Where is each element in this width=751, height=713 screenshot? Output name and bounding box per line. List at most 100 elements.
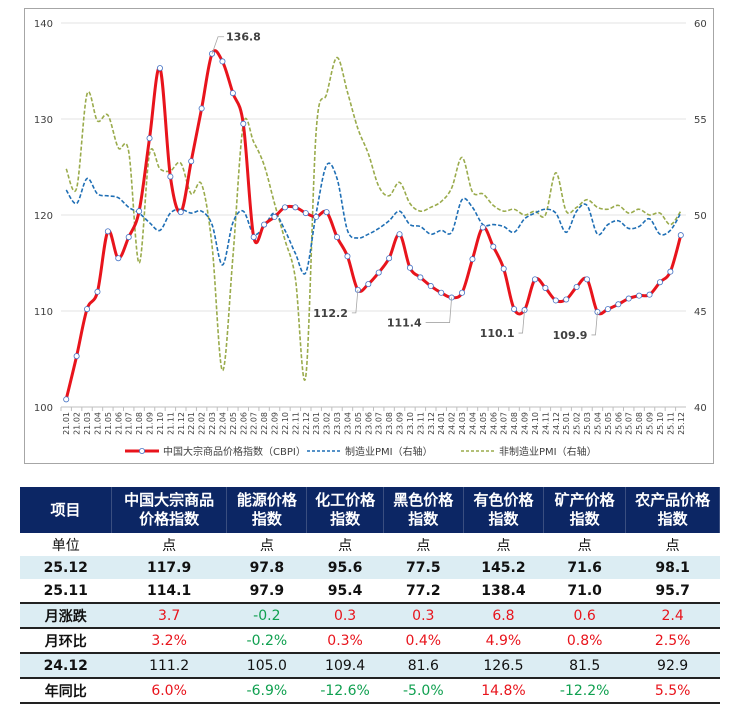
- x-tick-label: 25.05: [604, 412, 613, 435]
- table-row: 25.11 114.1 97.9 95.4 77.2 138.4 71.0 95.7: [20, 579, 720, 603]
- table-row: 月涨跌 3.7 -0.2 0.3 0.3 6.8 0.6 2.4: [20, 602, 720, 628]
- x-tick-label: 23.08: [385, 412, 394, 435]
- x-tick-label: 22.08: [260, 412, 269, 435]
- x-tick-label: 21.06: [114, 412, 123, 435]
- table-cell: 145.2: [463, 556, 544, 579]
- cbpi-data-point: [334, 234, 341, 241]
- table-cell: 6.8: [463, 602, 544, 628]
- table-cell: 117.9: [111, 556, 227, 579]
- table-cell: 0.4%: [383, 627, 464, 653]
- column-header: 中国大宗商品 价格指数: [111, 487, 228, 533]
- x-tick-label: 25.10: [656, 412, 665, 435]
- legend-marker: [139, 447, 146, 454]
- x-tick-label: 24.01: [437, 412, 446, 435]
- y-left-tick-label: 110: [34, 307, 53, 318]
- cbpi-data-point: [219, 58, 226, 65]
- cbpi-data-point: [386, 255, 393, 262]
- line-chart: 100 110 120 130 140 40 45 50 55 60 21.01 21.02 21.03…: [34, 19, 707, 458]
- table-cell: 点: [665, 537, 680, 554]
- legend-label: 中国大宗商品价格指数（CBPI）: [163, 445, 306, 458]
- table-cell: -0.2: [226, 602, 307, 628]
- cbpi-data-point: [84, 306, 91, 313]
- cbpi-data-point: [136, 208, 143, 215]
- x-tick-label: 24.11: [541, 412, 550, 435]
- table-cell: 126.5: [463, 652, 544, 678]
- column-header-line: 指数: [488, 510, 519, 528]
- x-tick-label: 21.10: [156, 412, 165, 435]
- x-tick-label: 22.04: [218, 412, 227, 435]
- column-header-line: 矿产价格: [554, 491, 615, 509]
- y-right-tick-label: 45: [694, 307, 707, 318]
- row-label: 月涨跌: [20, 602, 112, 628]
- cbpi-data-point: [667, 268, 674, 275]
- table-cell: 点: [259, 537, 274, 554]
- cbpi-data-point: [511, 306, 518, 313]
- table-cell: 3.7: [111, 602, 227, 628]
- table-cell: 95.7: [655, 582, 690, 599]
- x-tick-label: 25.12: [677, 412, 686, 435]
- x-tick-label: 21.04: [93, 412, 102, 435]
- cbpi-data-point: [636, 292, 643, 299]
- table-cell: 0.3: [306, 602, 384, 628]
- table-cell: 105.0: [226, 652, 307, 678]
- table-cell: 0.3%: [306, 627, 384, 653]
- commodity-index-table: 项目 中国大宗商品 价格指数 能源价格 指数 化工价格 指数 黑色价格 指数 有色价格 指数 矿产价格…: [20, 487, 720, 704]
- cbpi-data-point: [490, 243, 497, 250]
- column-header: 有色价格 指数: [463, 487, 545, 533]
- x-tick-label: 25.01: [562, 412, 571, 435]
- table-row: 月环比 3.2% -0.2% 0.3% 0.4% 4.9% 0.8% 2.5%: [20, 627, 720, 653]
- table-cell: -6.9%: [226, 677, 307, 704]
- x-tick-label: 22.11: [291, 412, 300, 435]
- cbpi-data-point: [323, 209, 330, 216]
- column-header: 项目: [20, 487, 112, 533]
- cbpi-data-point: [542, 284, 549, 291]
- cbpi-data-point: [292, 204, 299, 211]
- column-header-line: 化工价格: [315, 491, 376, 509]
- x-tick-label: 21.07: [125, 412, 134, 435]
- x-tick-label: 25.09: [646, 412, 655, 435]
- x-tick-label: 23.11: [416, 412, 425, 435]
- cbpi-data-point: [115, 255, 122, 262]
- cbpi-data-point: [552, 297, 559, 304]
- table-row: 年同比 6.0% -6.9% -12.6% -5.0% 14.8% -12.2% 5.5%: [20, 677, 720, 704]
- x-tick-label: 23.04: [343, 412, 352, 435]
- table-cell: 3.2%: [111, 627, 227, 653]
- legend-label: 非制造业PMI（右轴）: [499, 445, 597, 458]
- column-header: 能源价格 指数: [226, 487, 308, 533]
- x-tick-label: 22.01: [187, 412, 196, 435]
- row-label: 25.11: [43, 582, 88, 599]
- x-tick-label: 24.04: [468, 412, 477, 435]
- data-label: 110.1: [480, 327, 515, 340]
- table-cell: 71.0: [567, 582, 602, 599]
- cbpi-data-point: [188, 158, 195, 165]
- cbpi-data-point: [271, 213, 278, 220]
- x-tick-label: 22.10: [281, 412, 290, 435]
- x-tick-label: 23.12: [427, 412, 436, 435]
- x-tick-label: 21.09: [146, 412, 155, 435]
- cbpi-data-point: [104, 228, 111, 235]
- cbpi-data-point: [365, 281, 372, 288]
- x-tick-label: 23.06: [364, 412, 373, 435]
- y-left-tick-label: 130: [34, 115, 53, 126]
- table-cell: 14.8%: [463, 677, 544, 704]
- table-row: 24.12 111.2 105.0 109.4 81.6 126.5 81.5 92.9: [20, 652, 720, 678]
- x-tick-label: 23.03: [333, 412, 342, 435]
- cbpi-data-point: [63, 396, 70, 403]
- cbpi-data-point: [302, 210, 309, 217]
- cbpi-data-point: [417, 274, 424, 281]
- table-cell: 111.2: [111, 652, 227, 678]
- x-tick-label: 21.05: [104, 412, 113, 435]
- x-tick-label: 25.07: [625, 412, 634, 435]
- cbpi-data-point: [479, 224, 486, 231]
- cbpi-data-point: [375, 269, 382, 276]
- x-tick-label: 21.08: [135, 412, 144, 435]
- table-cell: 138.4: [481, 582, 526, 599]
- data-label: 109.9: [553, 329, 588, 342]
- x-tick-label: 24.08: [510, 412, 519, 435]
- row-label: 25.12: [20, 556, 112, 579]
- table-cell: -12.6%: [306, 677, 384, 704]
- column-header-line: 指数: [251, 510, 282, 528]
- x-tick-label: 25.02: [573, 412, 582, 435]
- table-row: 单位 点 点 点 点 点 点 点: [20, 533, 720, 556]
- table-cell: 97.8: [226, 556, 307, 579]
